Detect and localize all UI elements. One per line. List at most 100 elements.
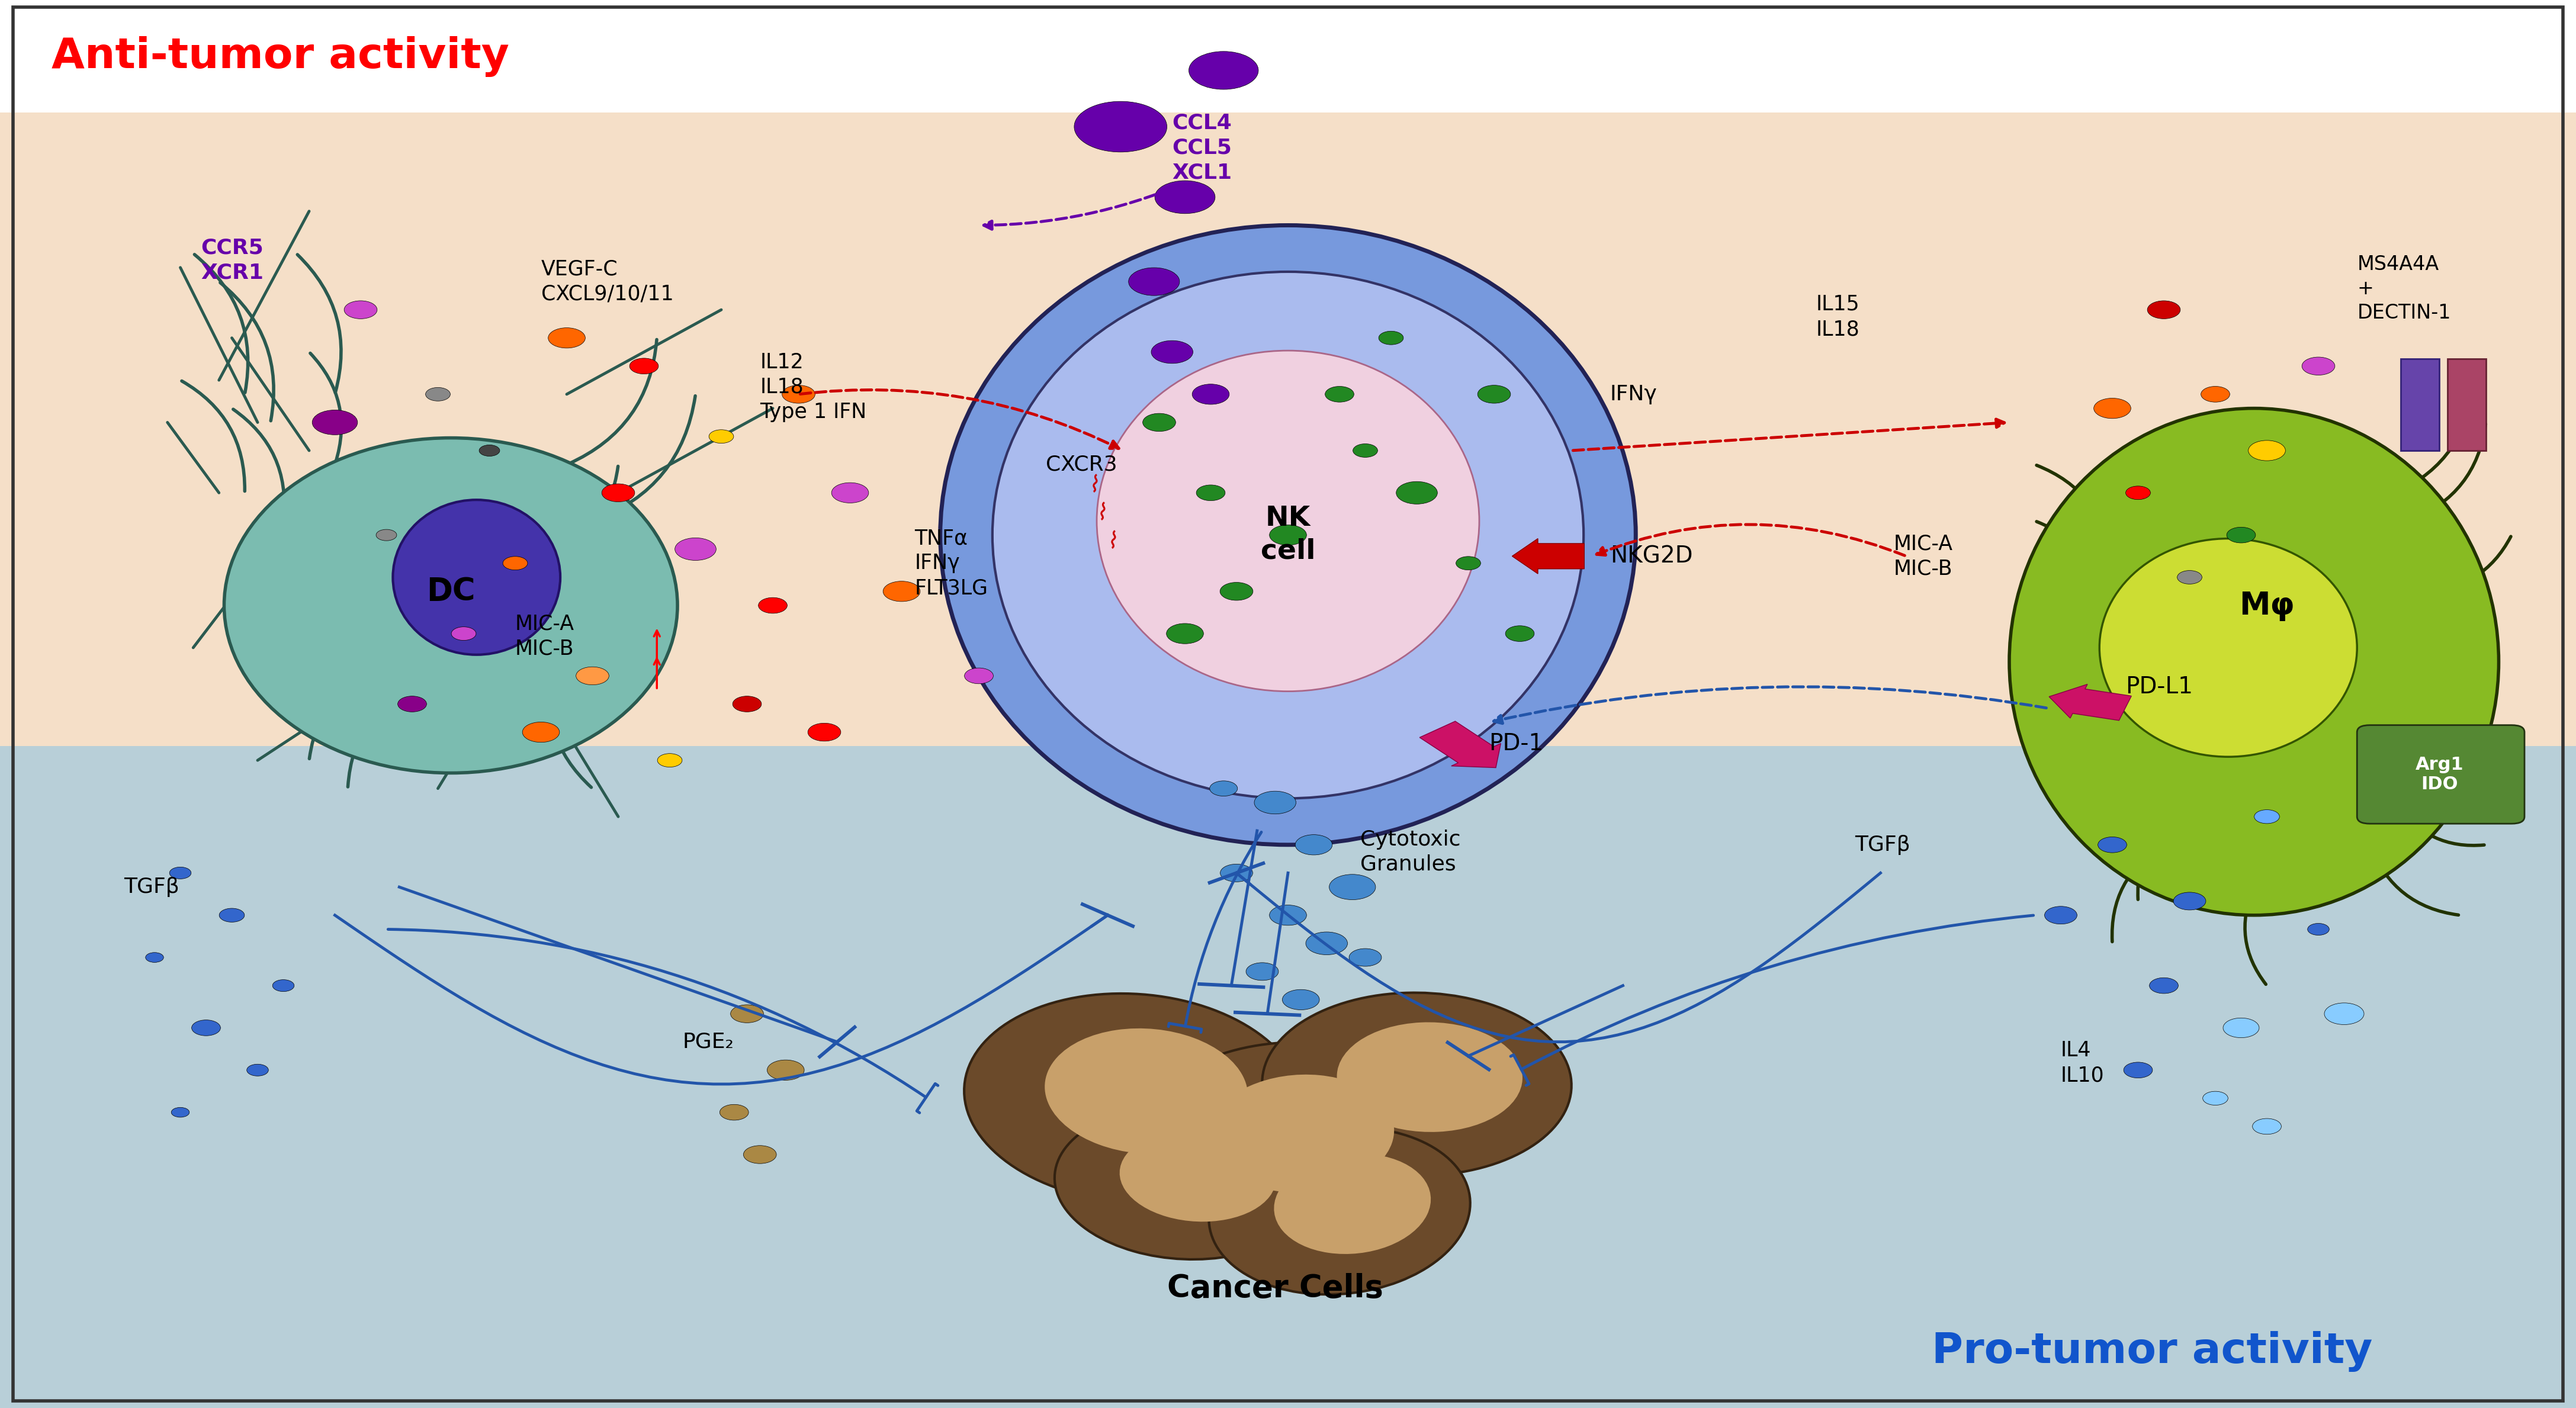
Circle shape xyxy=(1167,624,1203,643)
Ellipse shape xyxy=(224,438,677,773)
Circle shape xyxy=(1221,583,1252,600)
Circle shape xyxy=(144,952,165,963)
Text: IL4
IL10: IL4 IL10 xyxy=(2061,1041,2105,1086)
Circle shape xyxy=(1193,384,1229,404)
Text: NK
cell: NK cell xyxy=(1260,505,1316,565)
Circle shape xyxy=(425,387,451,401)
Circle shape xyxy=(783,386,814,403)
Text: MIC-A
MIC-B: MIC-A MIC-B xyxy=(515,614,574,659)
Circle shape xyxy=(1270,905,1306,925)
Circle shape xyxy=(502,556,528,570)
Circle shape xyxy=(1154,180,1216,214)
Ellipse shape xyxy=(1262,993,1571,1176)
Circle shape xyxy=(2148,301,2179,318)
Circle shape xyxy=(247,1064,268,1076)
Ellipse shape xyxy=(1208,1128,1471,1294)
Ellipse shape xyxy=(992,272,1584,798)
Circle shape xyxy=(2097,836,2128,853)
Circle shape xyxy=(1283,990,1319,1010)
Circle shape xyxy=(312,410,358,435)
Ellipse shape xyxy=(940,225,1636,845)
Circle shape xyxy=(603,484,634,501)
Circle shape xyxy=(451,627,477,641)
Ellipse shape xyxy=(1046,1028,1247,1155)
Text: TGFβ: TGFβ xyxy=(124,877,180,897)
Text: CCL4
CCL5
XCL1: CCL4 CCL5 XCL1 xyxy=(1172,113,1231,183)
Circle shape xyxy=(2254,810,2280,824)
Ellipse shape xyxy=(1097,351,1479,691)
Text: PGE₂: PGE₂ xyxy=(683,1032,734,1052)
Ellipse shape xyxy=(1133,1042,1443,1239)
Circle shape xyxy=(2045,907,2076,924)
Circle shape xyxy=(2200,386,2231,403)
Text: PD-1: PD-1 xyxy=(1489,732,1543,755)
Circle shape xyxy=(2251,1118,2282,1135)
Text: MS4A4A
+
DECTIN-1: MS4A4A + DECTIN-1 xyxy=(2357,255,2450,322)
Circle shape xyxy=(1504,625,1535,642)
Polygon shape xyxy=(0,0,2576,746)
Circle shape xyxy=(2123,1062,2154,1079)
Circle shape xyxy=(219,908,245,922)
Ellipse shape xyxy=(1337,1022,1522,1132)
Circle shape xyxy=(2202,1091,2228,1105)
Circle shape xyxy=(719,1104,750,1121)
Circle shape xyxy=(832,483,868,503)
Text: IL15
IL18: IL15 IL18 xyxy=(1816,294,1860,339)
Ellipse shape xyxy=(2009,408,2499,915)
Text: VEGF-C
CXCL9/10/11: VEGF-C CXCL9/10/11 xyxy=(541,259,672,304)
Circle shape xyxy=(577,667,608,684)
Circle shape xyxy=(2148,977,2179,994)
Text: TNFα
IFNγ
FLT3LG: TNFα IFNγ FLT3LG xyxy=(914,528,989,598)
Circle shape xyxy=(629,358,659,375)
Ellipse shape xyxy=(392,500,562,655)
Circle shape xyxy=(2249,441,2285,460)
Circle shape xyxy=(708,429,734,444)
Text: MIC-A
MIC-B: MIC-A MIC-B xyxy=(1893,534,1953,579)
Circle shape xyxy=(1378,331,1404,345)
Circle shape xyxy=(1296,835,1332,855)
Circle shape xyxy=(1350,949,1381,966)
Circle shape xyxy=(2125,486,2151,500)
Text: CXCR3: CXCR3 xyxy=(1046,455,1118,474)
Text: Cancer Cells: Cancer Cells xyxy=(1167,1273,1383,1304)
Circle shape xyxy=(1479,386,1510,403)
FancyArrow shape xyxy=(1512,539,1584,574)
Text: NKG2D: NKG2D xyxy=(1610,545,1692,567)
Circle shape xyxy=(170,867,191,879)
Circle shape xyxy=(2303,358,2334,375)
Circle shape xyxy=(549,328,585,348)
Circle shape xyxy=(2226,527,2257,543)
Polygon shape xyxy=(0,0,2576,113)
Circle shape xyxy=(1270,525,1306,545)
Circle shape xyxy=(1144,414,1175,431)
Circle shape xyxy=(657,753,683,767)
Text: ⌇: ⌇ xyxy=(1105,529,1121,555)
Text: Mφ: Mφ xyxy=(2239,590,2295,621)
Circle shape xyxy=(1211,781,1236,796)
Text: Anti-tumor activity: Anti-tumor activity xyxy=(52,35,510,77)
Circle shape xyxy=(809,724,840,741)
Circle shape xyxy=(397,696,428,712)
Circle shape xyxy=(479,445,500,456)
Bar xyxy=(2401,359,2439,451)
Circle shape xyxy=(884,582,920,601)
Circle shape xyxy=(963,667,994,684)
Circle shape xyxy=(523,722,559,742)
Circle shape xyxy=(345,301,376,318)
Circle shape xyxy=(1195,484,1226,501)
Ellipse shape xyxy=(1054,1107,1316,1259)
Circle shape xyxy=(1306,932,1347,955)
Circle shape xyxy=(1247,963,1278,980)
Text: Cytotoxic
Granules: Cytotoxic Granules xyxy=(1360,829,1461,874)
Circle shape xyxy=(675,538,716,560)
Text: Arg1
IDO: Arg1 IDO xyxy=(2416,756,2463,793)
Circle shape xyxy=(744,1146,775,1163)
Circle shape xyxy=(1455,556,1481,570)
Text: PD-L1: PD-L1 xyxy=(2125,676,2192,698)
Circle shape xyxy=(1074,101,1167,152)
Circle shape xyxy=(1190,52,1260,90)
Text: ⌇: ⌇ xyxy=(1087,473,1103,498)
Circle shape xyxy=(1255,791,1296,814)
Ellipse shape xyxy=(1275,1153,1430,1255)
Ellipse shape xyxy=(963,994,1303,1202)
